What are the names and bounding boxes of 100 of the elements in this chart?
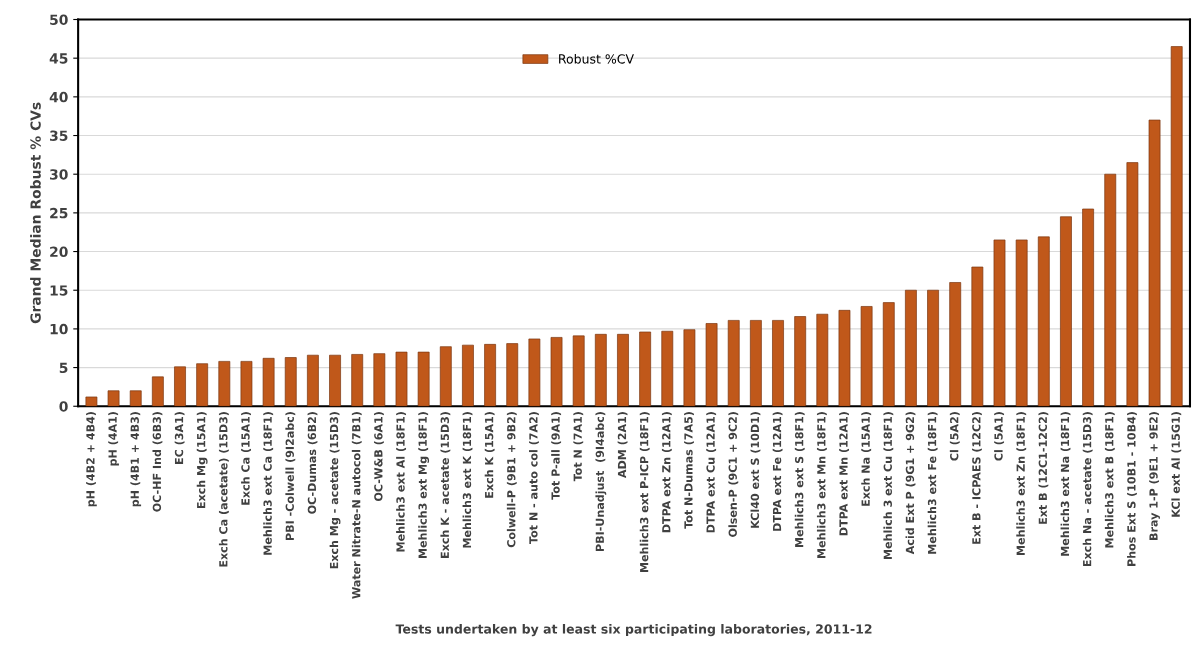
bar — [1060, 216, 1072, 407]
x-tick-label: Ext B (12C1-12C2) — [1038, 412, 1049, 524]
x-tick-label: PBI -Colwell (9I2abc) — [285, 412, 296, 540]
x-tick-label: Tot N (7A1) — [573, 412, 584, 482]
bar — [572, 335, 585, 407]
x-tick-label: Mehlich3 ext Zn (18F1) — [1016, 412, 1027, 555]
x-tick-label: Mehlich 3 ext Cu (18F1) — [883, 412, 894, 559]
x-tick-label: Mehlich3 ext Fe (18F1) — [927, 412, 938, 554]
x-tick-label: Olsen-P (9C1 + 9C2) — [728, 412, 739, 537]
bar — [882, 302, 895, 407]
x-tick-label: OC-HF Ind (6B3) — [152, 412, 163, 512]
bar — [85, 396, 98, 407]
y-tick-label: 10 — [50, 323, 68, 335]
bar — [860, 306, 873, 407]
bar — [816, 313, 829, 407]
bar — [329, 354, 341, 407]
x-tick-label: Exch Na (15A1) — [861, 412, 872, 506]
bar — [462, 344, 474, 407]
x-tick-label: ADM (2A1) — [617, 412, 628, 479]
x-tick-label: Acid Ext P (9G1 + 9G2) — [905, 412, 916, 555]
x-tick-label: Tot N-Dumas (7A5) — [684, 412, 694, 529]
y-tick-label: 25 — [50, 207, 68, 219]
x-tick-label: Mehlich3 ext Mn (18F1) — [816, 412, 827, 558]
bar — [240, 361, 253, 407]
bar — [1082, 208, 1094, 407]
x-tick-label: Ext B - ICPAES (12C2) — [971, 412, 982, 544]
x-tick-label: Phos Ext S (10B1 - 10B4) — [1127, 412, 1137, 566]
x-tick-label: Tot N - auto col (7A2) — [529, 412, 539, 544]
y-tick-label: 50 — [50, 14, 68, 25]
x-tick-label: Mehlich3 ext K (18F1) — [462, 412, 473, 548]
y-tick-label: 0 — [59, 401, 68, 412]
bar — [528, 338, 541, 407]
bar — [705, 323, 718, 407]
bar — [506, 343, 519, 407]
bar — [927, 289, 939, 407]
y-tick-label: 15 — [50, 285, 68, 296]
bar — [151, 376, 164, 407]
bar — [772, 320, 784, 407]
x-tick-label: Exch Mg (15A1) — [196, 412, 208, 509]
x-tick-label: Mehlich3 ext B (18F1) — [1104, 412, 1115, 548]
bar — [1015, 239, 1028, 407]
x-tick-label: Mehlich3 ext Na (18F1) — [1060, 412, 1071, 556]
bar — [1170, 46, 1183, 407]
bar — [417, 351, 430, 407]
y-tick-label: 35 — [50, 130, 68, 141]
x-tick-label: Colwell-P (9B1 + 9B2) — [506, 412, 517, 548]
bar — [993, 239, 1006, 407]
x-tick-label: pH (4B1 + 4B3) — [130, 412, 142, 507]
x-tick-label: PBI-Unadjust (9I4abc) — [595, 412, 607, 551]
x-tick-label: Cl (5A2) — [949, 412, 960, 461]
x-tick-label: pH (4A1) — [108, 412, 119, 466]
bar — [307, 354, 319, 407]
x-axis-title: Tests undertaken by at least six participating laboratories, 2011-12 — [395, 624, 872, 637]
x-tick-label: Mehlich3 ext Mg (18F1) — [418, 412, 430, 559]
bar — [262, 357, 275, 407]
bar — [617, 333, 629, 407]
bar — [373, 353, 386, 407]
x-tick-label: Mehlich3 ext P-ICP (18F1) — [639, 412, 650, 572]
x-tick-label: Mehlich3 ext Al (18F1) — [396, 412, 407, 552]
bar — [749, 320, 762, 407]
bar — [174, 366, 186, 407]
bar — [1104, 173, 1117, 407]
bar — [838, 309, 851, 407]
bar — [107, 390, 120, 407]
x-tick-label: OC-Dumas (6B2) — [307, 412, 318, 514]
bar — [351, 354, 364, 407]
x-tick-label: DTPA ext Zn (12A1) — [661, 412, 672, 533]
bar — [550, 337, 563, 407]
x-tick-label: Tot P-all (9A1) — [551, 412, 562, 500]
x-tick-label: Exch Na - acetate (15D3) — [1082, 412, 1093, 567]
x-tick-label: Exch K - acetate (15D3) — [440, 412, 451, 558]
x-tick-label: OC-W&B (6A1) — [373, 412, 384, 502]
bar — [129, 390, 142, 407]
y-tick-label: 5 — [59, 362, 68, 374]
x-tick-label: DTPA ext Fe (12A1) — [772, 412, 783, 531]
bar — [1126, 162, 1139, 407]
x-tick-label: Exch K (15A1) — [484, 412, 495, 498]
legend-label: Robust %CV — [559, 53, 634, 64]
x-tick-label: Bray 1-P (9E1 + 9E2) — [1149, 412, 1160, 540]
bar — [1148, 119, 1161, 407]
x-tick-label: DTPA ext Cu (12A1) — [706, 412, 717, 533]
x-tick-label: Exch Ca (acetate) (15D3) — [218, 412, 229, 567]
bar — [727, 320, 740, 407]
bar — [196, 363, 209, 407]
x-tick-label: Water Nitrate-N autocol (7B1) — [351, 412, 362, 599]
y-tick-label: 20 — [50, 246, 68, 258]
bar — [971, 266, 984, 407]
bar — [639, 331, 652, 407]
bar — [905, 289, 917, 407]
bar — [284, 357, 297, 407]
x-tick-label: DTPA ext Mn (12A1) — [839, 412, 849, 536]
bar — [683, 329, 696, 407]
bar — [1037, 236, 1050, 407]
bar — [439, 346, 452, 407]
x-tick-label: EC (3A1) — [174, 412, 185, 464]
bar — [661, 330, 674, 407]
x-tick-label: Mehlich3 ext Ca (18F1) — [263, 412, 274, 555]
bar — [949, 282, 962, 407]
bar — [594, 333, 607, 407]
y-tick-label: 40 — [49, 91, 68, 103]
